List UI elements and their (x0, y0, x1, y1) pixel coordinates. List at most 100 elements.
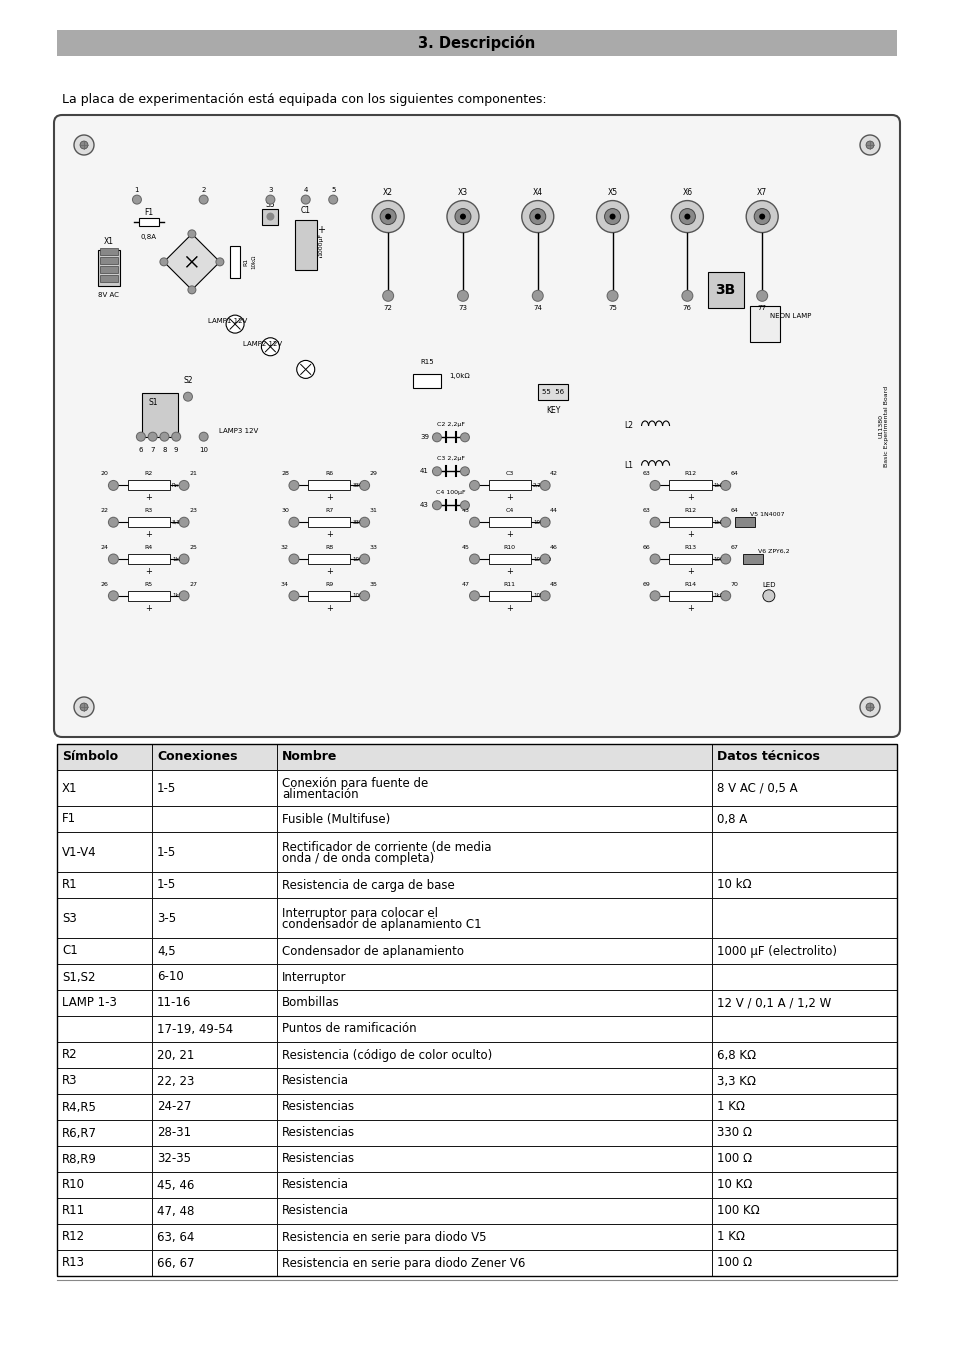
Text: 73: 73 (458, 305, 467, 311)
Bar (57, 1146, 152, 1173)
Text: 44: 44 (550, 508, 558, 513)
Text: S1: S1 (149, 397, 158, 407)
Text: 41: 41 (419, 469, 429, 474)
Bar (488, 590, 531, 601)
Circle shape (171, 432, 181, 442)
Bar (308, 481, 350, 490)
Bar (711, 1120, 896, 1146)
Bar (711, 990, 896, 1016)
Circle shape (432, 500, 441, 511)
Text: 34: 34 (280, 582, 289, 586)
Text: 2,2μF: 2,2μF (533, 482, 548, 488)
Text: S3: S3 (265, 200, 274, 208)
Text: +: + (326, 493, 333, 503)
Circle shape (521, 200, 553, 232)
Bar (152, 1042, 276, 1069)
Text: 45: 45 (461, 544, 469, 550)
Text: 1,0kΩ: 1,0kΩ (449, 373, 470, 378)
Circle shape (720, 592, 729, 600)
Circle shape (80, 141, 88, 149)
Text: 47, 48: 47, 48 (157, 1205, 194, 1217)
Bar (308, 517, 350, 527)
Bar (711, 938, 896, 965)
Circle shape (136, 432, 145, 440)
Text: C2 2,2μF: C2 2,2μF (436, 423, 464, 427)
Text: R8,R9: R8,R9 (62, 1152, 97, 1166)
Circle shape (188, 286, 195, 293)
Text: 25: 25 (189, 544, 196, 550)
Circle shape (178, 554, 190, 565)
Circle shape (649, 590, 659, 601)
Text: 30: 30 (281, 508, 289, 513)
Circle shape (288, 516, 299, 528)
Text: V5 1N4007: V5 1N4007 (750, 512, 784, 517)
Circle shape (469, 480, 479, 490)
Bar (711, 1016, 896, 1042)
Bar (276, 1120, 711, 1146)
Text: Resistencias: Resistencias (282, 1152, 355, 1166)
Text: Resistencia: Resistencia (282, 1178, 349, 1192)
Circle shape (179, 554, 189, 563)
Circle shape (679, 208, 695, 224)
Text: R3: R3 (62, 1074, 77, 1088)
Circle shape (288, 590, 299, 601)
Text: R10: R10 (503, 544, 516, 550)
Bar (152, 1094, 276, 1120)
Bar (488, 481, 531, 490)
Text: 1 KΩ: 1 KΩ (717, 1231, 744, 1243)
Text: +: + (506, 493, 513, 503)
Bar (668, 481, 711, 490)
Circle shape (160, 258, 167, 265)
Bar (57, 1120, 152, 1146)
Circle shape (178, 590, 190, 601)
Bar (276, 744, 711, 770)
Text: NEON LAMP: NEON LAMP (769, 313, 810, 319)
Circle shape (359, 481, 369, 490)
Text: 28-31: 28-31 (157, 1127, 191, 1139)
Text: R9: R9 (325, 582, 333, 586)
Text: condensador de aplanamiento C1: condensador de aplanamiento C1 (282, 917, 481, 931)
Circle shape (683, 213, 690, 220)
Bar (128, 554, 170, 563)
Bar (668, 590, 711, 601)
Circle shape (539, 516, 550, 528)
Circle shape (149, 432, 156, 440)
Bar (276, 1016, 711, 1042)
Text: 35: 35 (369, 582, 377, 586)
Bar (668, 554, 711, 563)
Circle shape (681, 290, 692, 301)
Bar (57, 871, 152, 898)
Circle shape (288, 480, 299, 490)
Circle shape (359, 517, 369, 527)
Circle shape (762, 590, 774, 601)
Circle shape (432, 432, 441, 442)
Text: 47: 47 (461, 582, 469, 586)
Text: R11: R11 (62, 1205, 85, 1217)
Circle shape (108, 590, 119, 601)
Circle shape (460, 501, 469, 509)
Text: +: + (145, 604, 152, 613)
Text: Resistencia (código de color oculto): Resistencia (código de color oculto) (282, 1048, 492, 1062)
Circle shape (188, 231, 195, 238)
Bar (152, 990, 276, 1016)
Text: 100kΩ: 100kΩ (533, 557, 550, 562)
Text: 1kΩ: 1kΩ (713, 520, 723, 524)
Text: Fusible (Multifuse): Fusible (Multifuse) (282, 812, 390, 825)
Text: X4: X4 (532, 188, 542, 197)
Bar (57, 1224, 152, 1250)
Circle shape (745, 200, 778, 232)
Text: 2: 2 (201, 186, 206, 193)
Text: 32-35: 32-35 (157, 1152, 191, 1166)
Bar (97, 250, 119, 285)
Bar (57, 1198, 152, 1224)
Circle shape (109, 592, 118, 600)
Bar (276, 898, 711, 938)
Text: 66, 67: 66, 67 (157, 1256, 194, 1270)
Bar (276, 1146, 711, 1173)
Bar (152, 1224, 276, 1250)
Text: 3: 3 (268, 186, 273, 193)
Circle shape (469, 590, 479, 601)
Bar (152, 965, 276, 990)
Circle shape (720, 516, 730, 528)
Bar (100, 247, 117, 254)
